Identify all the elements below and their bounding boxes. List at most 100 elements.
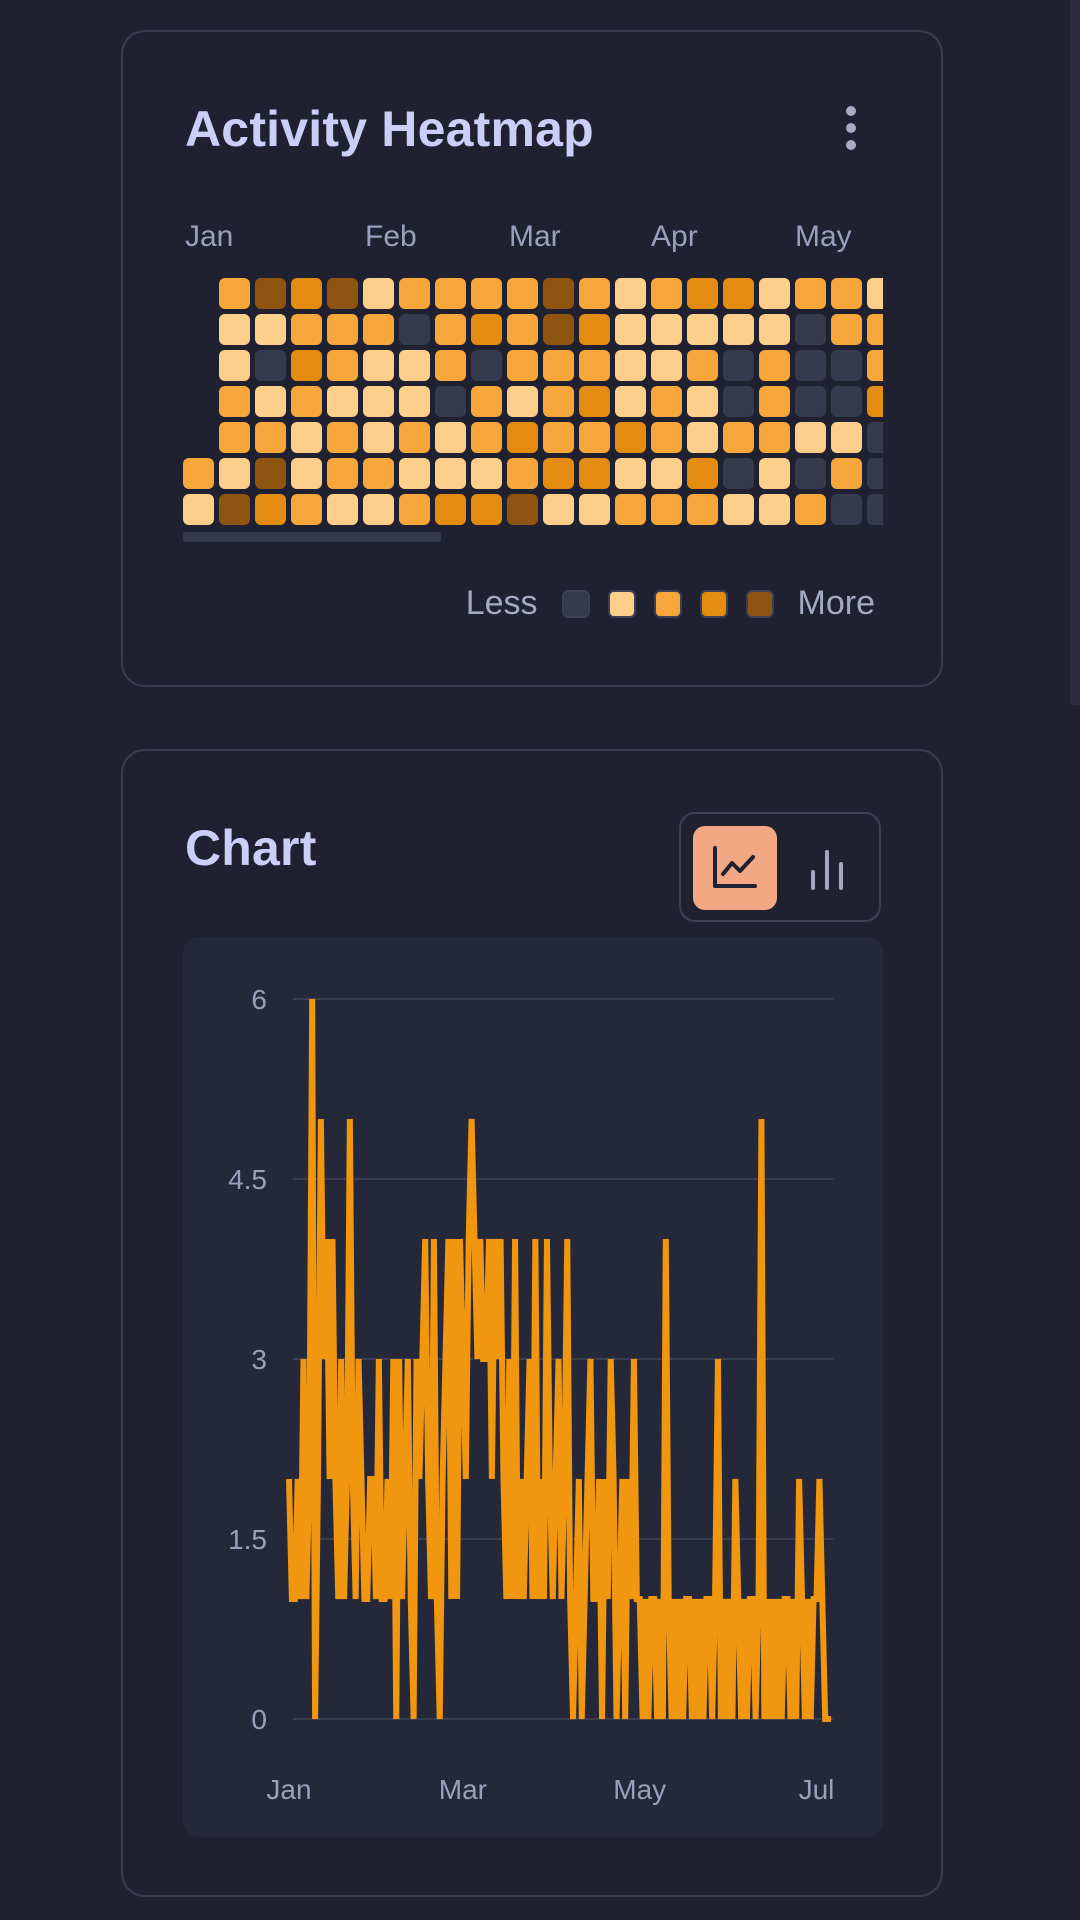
heatmap-cell[interactable] — [831, 350, 862, 381]
heatmap-cell[interactable] — [507, 422, 538, 453]
heatmap-cell[interactable] — [723, 494, 754, 525]
heatmap-cell[interactable] — [687, 494, 718, 525]
heatmap-cell[interactable] — [255, 386, 286, 417]
heatmap-cell[interactable] — [723, 278, 754, 309]
heatmap-cell[interactable] — [507, 494, 538, 525]
heatmap-cell[interactable] — [327, 350, 358, 381]
heatmap-cell[interactable] — [435, 386, 466, 417]
heatmap-cell[interactable] — [579, 278, 610, 309]
heatmap-cell[interactable] — [327, 386, 358, 417]
heatmap-cell[interactable] — [399, 458, 430, 489]
heatmap-cell[interactable] — [291, 494, 322, 525]
heatmap-cell[interactable] — [219, 350, 250, 381]
heatmap-cell[interactable] — [399, 278, 430, 309]
heatmap-cell[interactable] — [363, 458, 394, 489]
heatmap-cell[interactable] — [363, 314, 394, 345]
heatmap-cell[interactable] — [651, 314, 682, 345]
heatmap-cell[interactable] — [651, 350, 682, 381]
heatmap-cell[interactable] — [651, 422, 682, 453]
heatmap-cell[interactable] — [867, 422, 883, 453]
heatmap-cell[interactable] — [867, 458, 883, 489]
heatmap-cell[interactable] — [435, 458, 466, 489]
heatmap-cell[interactable] — [867, 386, 883, 417]
heatmap-cell[interactable] — [507, 350, 538, 381]
heatmap-cell[interactable] — [471, 314, 502, 345]
heatmap-cell[interactable] — [831, 458, 862, 489]
heatmap-cell[interactable] — [867, 350, 883, 381]
bar-chart-button[interactable] — [785, 826, 869, 910]
heatmap-cell[interactable] — [615, 458, 646, 489]
heatmap-cell[interactable] — [795, 350, 826, 381]
heatmap-cell[interactable] — [831, 314, 862, 345]
heatmap-cell[interactable] — [435, 314, 466, 345]
heatmap-cell[interactable] — [219, 386, 250, 417]
heatmap-cell[interactable] — [759, 494, 790, 525]
heatmap-cell[interactable] — [795, 494, 826, 525]
heatmap-cell[interactable] — [543, 386, 574, 417]
heatmap-cell[interactable] — [723, 422, 754, 453]
heatmap-cell[interactable] — [651, 386, 682, 417]
heatmap-cell[interactable] — [759, 278, 790, 309]
heatmap-cell[interactable] — [219, 422, 250, 453]
heatmap-cell[interactable] — [795, 386, 826, 417]
heatmap-cell[interactable] — [291, 350, 322, 381]
heatmap-cell[interactable] — [435, 422, 466, 453]
heatmap-cell[interactable] — [219, 494, 250, 525]
heatmap-cell[interactable] — [723, 386, 754, 417]
heatmap-cell[interactable] — [327, 458, 358, 489]
heatmap-cell[interactable] — [183, 494, 214, 525]
heatmap-cell[interactable] — [543, 278, 574, 309]
heatmap-cell[interactable] — [291, 314, 322, 345]
heatmap-cell[interactable] — [579, 458, 610, 489]
heatmap-cell[interactable] — [759, 350, 790, 381]
heatmap-cell[interactable] — [867, 314, 883, 345]
heatmap-cell[interactable] — [759, 458, 790, 489]
heatmap-cell[interactable] — [795, 422, 826, 453]
heatmap-cell[interactable] — [543, 314, 574, 345]
heatmap-cell[interactable] — [687, 458, 718, 489]
heatmap-cell[interactable] — [363, 350, 394, 381]
heatmap-cell[interactable] — [687, 422, 718, 453]
heatmap-cell[interactable] — [327, 278, 358, 309]
heatmap-cell[interactable] — [687, 386, 718, 417]
heatmap-cell[interactable] — [579, 386, 610, 417]
heatmap-cell[interactable] — [615, 422, 646, 453]
more-options-icon[interactable] — [831, 100, 871, 156]
heatmap-cell[interactable] — [759, 386, 790, 417]
heatmap-cell[interactable] — [219, 278, 250, 309]
heatmap-cell[interactable] — [255, 350, 286, 381]
heatmap-cell[interactable] — [651, 458, 682, 489]
heatmap-cell[interactable] — [363, 494, 394, 525]
heatmap-cell[interactable] — [687, 278, 718, 309]
heatmap-cell[interactable] — [615, 314, 646, 345]
heatmap-cell[interactable] — [723, 314, 754, 345]
heatmap-cell[interactable] — [507, 314, 538, 345]
chart-plot-area[interactable]: 0 1.5 3 4.5 6 Jan Mar May Jul — [183, 937, 883, 1837]
heatmap-cell[interactable] — [543, 494, 574, 525]
heatmap-cell[interactable] — [291, 386, 322, 417]
heatmap-cell[interactable] — [507, 386, 538, 417]
heatmap-cell[interactable] — [255, 422, 286, 453]
heatmap-cell[interactable] — [363, 422, 394, 453]
heatmap-cell[interactable] — [471, 386, 502, 417]
page-scrollbar[interactable] — [1070, 0, 1080, 705]
heatmap-cell[interactable] — [615, 386, 646, 417]
heatmap-cell[interactable] — [399, 350, 430, 381]
heatmap-cell[interactable] — [471, 422, 502, 453]
heatmap-cell[interactable] — [579, 314, 610, 345]
heatmap-cell[interactable] — [399, 386, 430, 417]
heatmap-cell[interactable] — [543, 458, 574, 489]
heatmap-cell[interactable] — [291, 422, 322, 453]
heatmap-cell[interactable] — [687, 314, 718, 345]
heatmap-cell[interactable] — [615, 278, 646, 309]
heatmap-cell[interactable] — [579, 494, 610, 525]
heatmap-cell[interactable] — [795, 278, 826, 309]
heatmap-cell[interactable] — [579, 422, 610, 453]
heatmap-cell[interactable] — [507, 278, 538, 309]
heatmap-cell[interactable] — [651, 494, 682, 525]
heatmap-cell[interactable] — [255, 314, 286, 345]
heatmap-cell[interactable] — [579, 350, 610, 381]
heatmap-cell[interactable] — [615, 350, 646, 381]
heatmap-cell[interactable] — [723, 350, 754, 381]
horizontal-scroll-indicator[interactable] — [183, 532, 441, 542]
